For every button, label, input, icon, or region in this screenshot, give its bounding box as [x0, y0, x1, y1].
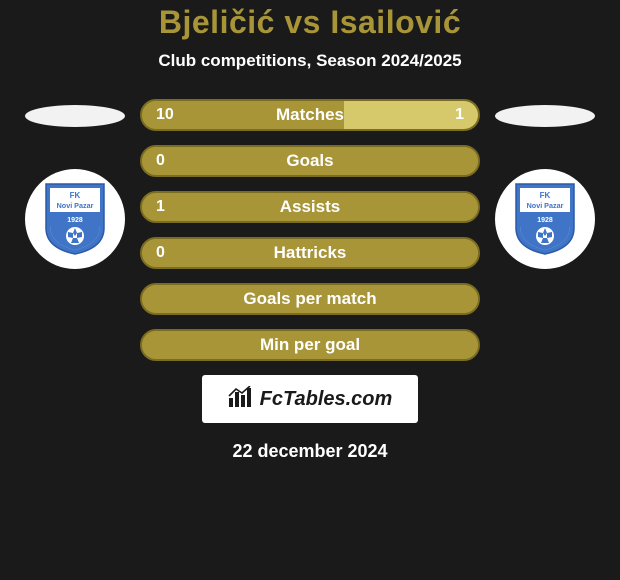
bar-label: Goals: [142, 151, 478, 171]
stat-bars: Matches101Goals0Assists1Hattricks0Goals …: [140, 99, 480, 361]
bar-value-left: 1: [156, 198, 165, 216]
bar-label: Matches: [142, 105, 478, 125]
date-label: 22 december 2024: [0, 441, 620, 462]
bar-value-right: 1: [455, 106, 464, 124]
left-player-placeholder: [25, 105, 125, 127]
bar-label: Goals per match: [142, 289, 478, 309]
svg-text:Novi Pazar: Novi Pazar: [57, 201, 94, 210]
svg-text:FK: FK: [540, 191, 551, 200]
svg-text:FK: FK: [70, 191, 81, 200]
bar-value-left: 10: [156, 106, 174, 124]
stat-bar: Hattricks0: [140, 237, 480, 269]
svg-text:1928: 1928: [67, 217, 83, 224]
svg-text:1928: 1928: [537, 217, 553, 224]
shield-icon: FK Novi Pazar 1928: [514, 182, 576, 256]
page-subtitle: Club competitions, Season 2024/2025: [0, 51, 620, 71]
right-player-col: FK Novi Pazar 1928: [490, 99, 600, 269]
bar-label: Hattricks: [142, 243, 478, 263]
right-team-badge: FK Novi Pazar 1928: [495, 169, 595, 269]
left-player-col: FK Novi Pazar 1928: [20, 99, 130, 269]
bar-label: Min per goal: [142, 335, 478, 355]
left-team-badge: FK Novi Pazar 1928: [25, 169, 125, 269]
page-title: Bjeličić vs Isailović: [0, 4, 620, 41]
stat-bar: Min per goal: [140, 329, 480, 361]
bar-value-left: 0: [156, 244, 165, 262]
main-row: FK Novi Pazar 1928 Matches101Goals0Assis…: [0, 99, 620, 361]
stat-bar: Goals per match: [140, 283, 480, 315]
source-logo-text: FcTables.com: [260, 388, 393, 411]
stat-bar: Assists1: [140, 191, 480, 223]
right-player-placeholder: [495, 105, 595, 127]
shield-icon: FK Novi Pazar 1928: [44, 182, 106, 256]
chart-icon: [228, 386, 254, 413]
bar-label: Assists: [142, 197, 478, 217]
stat-bar: Matches10 1: [140, 99, 480, 131]
comparison-card: Bjeličić vs Isailović Club competitions,…: [0, 0, 620, 462]
stat-bar: Goals0: [140, 145, 480, 177]
bar-value-left: 0: [156, 152, 165, 170]
svg-text:Novi Pazar: Novi Pazar: [527, 201, 564, 210]
source-logo: FcTables.com: [202, 375, 418, 423]
